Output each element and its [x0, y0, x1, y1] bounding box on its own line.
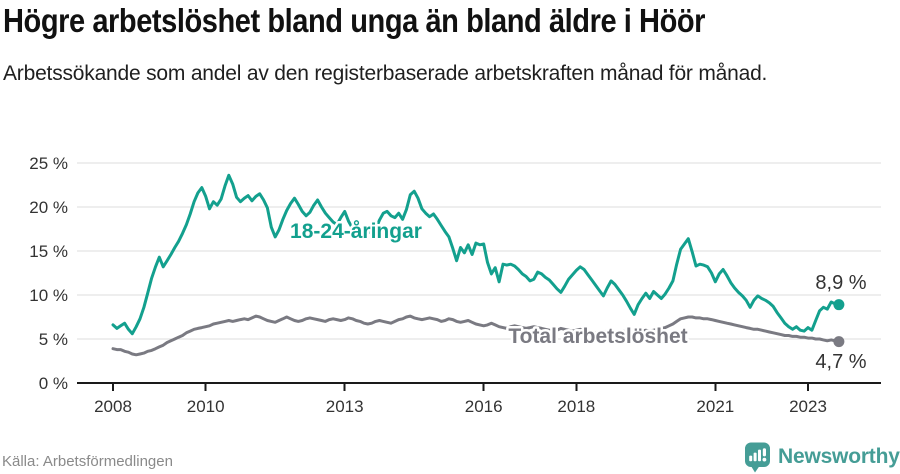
youth-series-label: 18-24-åringar: [290, 220, 422, 243]
newsworthy-bubble-chart-icon: [745, 442, 770, 472]
page-title: Högre arbetslöshet bland unga än bland ä…: [3, 2, 706, 39]
y-axis-tick-label: 20 %: [29, 198, 68, 217]
exclamation-bar: [762, 447, 766, 456]
newsworthy-logo[interactable]: Newsworthy: [743, 440, 900, 474]
source-note: Källa: Arbetsförmedlingen: [2, 453, 173, 470]
y-axis-tick-label: 0 %: [39, 374, 68, 393]
x-axis-tick-label: 2021: [696, 397, 734, 416]
total-end-value-label: 4,7 %: [815, 351, 866, 373]
total-end-dot: [833, 336, 845, 348]
youth-series-line: [111, 173, 841, 336]
x-axis-tick-label: 2008: [94, 397, 132, 416]
y-axis-tick-label: 10 %: [29, 286, 68, 305]
bar-2: [753, 452, 757, 461]
y-axis-tick-label: 25 %: [29, 154, 68, 173]
bar-1: [749, 455, 753, 461]
brand-name: Newsworthy: [778, 445, 900, 468]
x-axis-tick-label: 2013: [326, 397, 364, 416]
youth-end-dot: [833, 299, 845, 311]
total-series-line: [111, 314, 841, 357]
bar-3: [758, 449, 761, 461]
x-axis-tick-label: 2023: [789, 397, 827, 416]
exclamation-dot: [762, 457, 767, 461]
chart: 0 % 5 % 10 % 15 % 20 % 25 % 2008 2010 2013 2016 20…: [29, 154, 881, 416]
x-axis-tick-label: 2010: [187, 397, 225, 416]
chart-subtitle: Arbetssökande som andel av den registerb…: [3, 62, 768, 85]
x-axis-tick-label: 2018: [557, 397, 595, 416]
y-axis-tick-label: 5 %: [39, 330, 68, 349]
total-series-label: Total arbetslöshet: [508, 325, 687, 348]
x-axis-tick-label: 2016: [465, 397, 503, 416]
y-axis-tick-label: 15 %: [29, 242, 68, 261]
speech-bubble-shape: [745, 442, 770, 472]
youth-end-value-label: 8,9 %: [815, 272, 866, 294]
